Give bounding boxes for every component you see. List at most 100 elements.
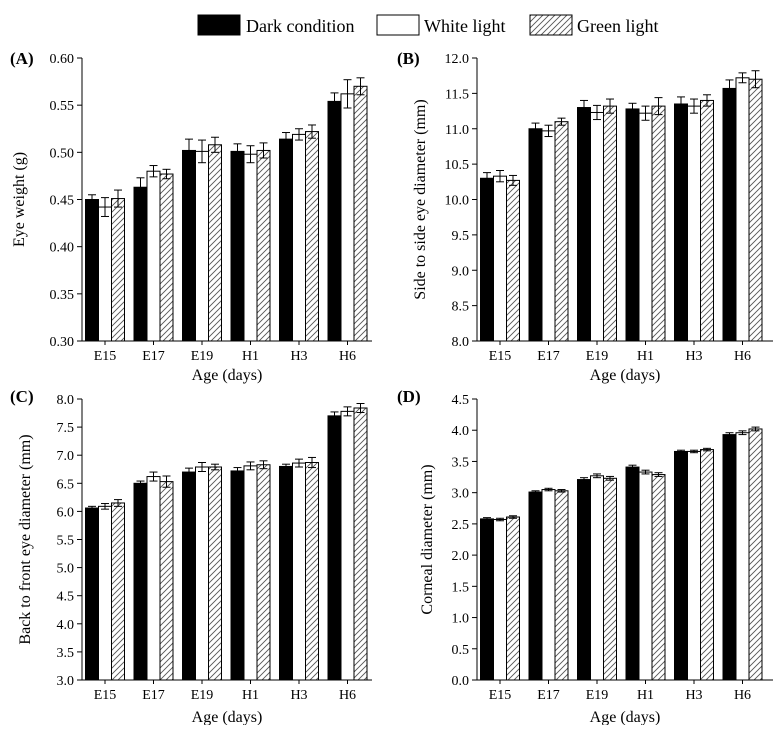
y-tick-label: 0.50 bbox=[50, 146, 75, 161]
bar-white-h6 bbox=[735, 77, 750, 342]
y-axis-label: Side to side eye diameter (mm) bbox=[412, 99, 429, 299]
bar-dark-h3 bbox=[279, 138, 293, 342]
bar-dark-h1 bbox=[230, 150, 245, 342]
y-tick-label: 5.0 bbox=[57, 562, 75, 577]
y-tick-label: 4.0 bbox=[452, 424, 470, 439]
bar-dark-e19 bbox=[182, 149, 196, 342]
x-tick-label: E15 bbox=[94, 349, 117, 364]
y-tick-label: 4.5 bbox=[452, 393, 470, 408]
y-tick-label: 6.0 bbox=[57, 505, 75, 520]
bar-white-e17 bbox=[146, 170, 161, 342]
x-tick-label: E17 bbox=[142, 349, 165, 364]
y-tick-label: 0.5 bbox=[452, 643, 470, 658]
panel-b: (B) 8.0 8.5 9.0 9.5 10.0 10.5 11.0 11.5 12.0 Side … bbox=[397, 49, 773, 384]
bar-dark-h3 bbox=[279, 465, 293, 681]
bar-green-h6 bbox=[748, 78, 763, 342]
y-tick-label: 1.0 bbox=[452, 612, 470, 627]
legend-label-dark: Dark condition bbox=[246, 16, 354, 36]
x-tick-label: H3 bbox=[685, 688, 702, 703]
y-axis-label: Back to front eye diameter (mm) bbox=[17, 434, 34, 644]
y-tick-label: 2.5 bbox=[452, 518, 470, 533]
x-tick-label: E19 bbox=[191, 349, 214, 364]
x-axis-label: Age (days) bbox=[192, 709, 263, 725]
bar-dark-h1 bbox=[230, 470, 245, 681]
panel-label: (C) bbox=[10, 387, 34, 406]
bar-white-e15 bbox=[98, 505, 112, 681]
x-tick-label: H1 bbox=[242, 688, 259, 703]
bar-green-e17 bbox=[554, 490, 569, 681]
legend-swatch-green bbox=[529, 14, 573, 36]
y-tick-label: 4.0 bbox=[57, 618, 75, 633]
x-axis-label: Age (days) bbox=[590, 367, 661, 384]
x-tick-label: E17 bbox=[537, 688, 560, 703]
bar-green-e17 bbox=[159, 481, 174, 681]
bar-white-h6 bbox=[340, 93, 355, 342]
y-axis-label: Eye weight (g) bbox=[11, 152, 28, 247]
bar-dark-h3 bbox=[674, 450, 688, 681]
bar-dark-h6 bbox=[327, 415, 342, 681]
bar-white-e19 bbox=[195, 150, 209, 342]
y-tick-label: 12.0 bbox=[445, 52, 470, 67]
x-tick-label: H3 bbox=[685, 349, 702, 364]
bar-green-h6 bbox=[353, 407, 368, 681]
x-tick-label: H6 bbox=[339, 688, 356, 703]
bar-white-e15 bbox=[98, 206, 112, 342]
bar-green-h1 bbox=[651, 105, 666, 342]
x-tick-label: H3 bbox=[290, 349, 307, 364]
bar-white-h3 bbox=[687, 450, 701, 681]
y-tick-label: 11.0 bbox=[445, 123, 469, 138]
legend-label-green: Green light bbox=[577, 16, 658, 36]
bar-dark-e19 bbox=[577, 107, 591, 342]
y-tick-label: 10.5 bbox=[445, 158, 470, 173]
bar-green-e17 bbox=[159, 173, 174, 342]
x-tick-label: H6 bbox=[734, 349, 751, 364]
x-axis-label: Age (days) bbox=[192, 367, 263, 384]
bar-white-h1 bbox=[243, 465, 258, 681]
x-tick-label: E17 bbox=[537, 349, 560, 364]
bar-green-e15 bbox=[506, 179, 520, 342]
y-tick-label: 0.60 bbox=[50, 52, 75, 67]
x-tick-label: E19 bbox=[586, 688, 609, 703]
y-tick-label: 0.40 bbox=[50, 241, 75, 256]
panel-c: (C) 3.0 3.5 4.0 4.5 5.0 5.5 6.0 6.5 7.0 7.5 8.0 Back… bbox=[10, 387, 372, 726]
y-tick-label: 7.0 bbox=[57, 449, 75, 464]
y-tick-label: 7.5 bbox=[57, 421, 75, 436]
x-tick-label: E19 bbox=[191, 688, 214, 703]
y-tick-label: 8.5 bbox=[452, 300, 470, 315]
bar-green-h1 bbox=[256, 149, 271, 342]
bar-dark-e15 bbox=[480, 177, 494, 342]
y-tick-label: 11.5 bbox=[445, 87, 469, 102]
x-tick-label: H1 bbox=[242, 349, 259, 364]
bar-green-e19 bbox=[208, 466, 222, 681]
x-tick-label: E15 bbox=[94, 688, 117, 703]
bar-green-h1 bbox=[256, 464, 271, 681]
bar-white-e17 bbox=[541, 489, 556, 681]
bar-white-h1 bbox=[243, 153, 258, 342]
bar-dark-h6 bbox=[327, 100, 342, 342]
legend-swatch-dark bbox=[197, 14, 241, 36]
bar-white-h6 bbox=[735, 432, 750, 681]
y-tick-label: 6.5 bbox=[57, 477, 75, 492]
bar-dark-h1 bbox=[625, 466, 640, 681]
y-axis-label: Corneal diameter (mm) bbox=[419, 464, 436, 614]
y-tick-label: 4.5 bbox=[57, 590, 75, 605]
bar-white-h3 bbox=[687, 105, 701, 342]
bar-white-e17 bbox=[146, 476, 161, 681]
bar-white-h3 bbox=[292, 133, 306, 342]
bar-green-e19 bbox=[208, 144, 222, 342]
bar-dark-e19 bbox=[182, 471, 196, 681]
y-tick-label: 0.30 bbox=[50, 335, 75, 350]
x-tick-label: H6 bbox=[339, 349, 356, 364]
y-tick-label: 0.55 bbox=[50, 99, 75, 114]
bar-green-e19 bbox=[603, 477, 617, 681]
y-tick-label: 1.5 bbox=[452, 580, 470, 595]
y-tick-label: 2.0 bbox=[452, 549, 470, 564]
y-tick-label: 10.0 bbox=[445, 194, 470, 209]
bar-green-h3 bbox=[700, 99, 714, 342]
x-tick-label: E15 bbox=[489, 349, 512, 364]
x-tick-label: H1 bbox=[637, 688, 654, 703]
bar-white-h1 bbox=[638, 112, 653, 342]
bar-dark-e15 bbox=[480, 518, 494, 681]
y-tick-label: 9.0 bbox=[452, 264, 470, 279]
